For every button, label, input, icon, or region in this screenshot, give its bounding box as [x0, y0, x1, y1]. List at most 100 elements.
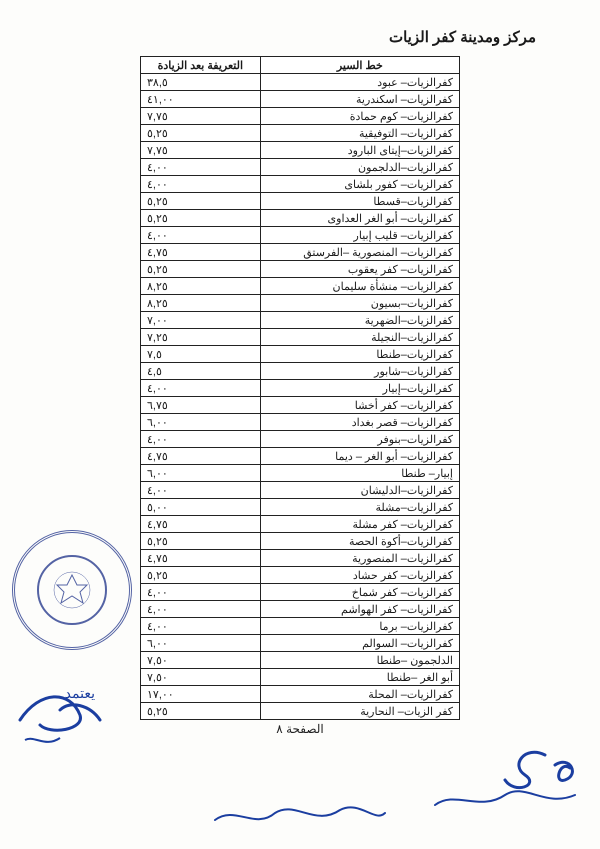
fare-cell: ٤,٠٠ [141, 482, 261, 499]
route-cell: كفرالزيات–إيتاى البارود [260, 142, 459, 159]
route-cell: كفرالزيات– المنصورية [260, 550, 459, 567]
fare-cell: ٦,٠٠ [141, 635, 261, 652]
table-row: كفرالزيات– اسكندرية٤١,٠٠ [141, 91, 460, 108]
fare-cell: ٦,٠٠ [141, 414, 261, 431]
fare-cell: ٧,٠٠ [141, 312, 261, 329]
route-cell: كفرالزيات–بسيون [260, 295, 459, 312]
fare-table: خط السير التعريفة بعد الزيادة كفرالزيات–… [140, 56, 460, 720]
fare-cell: ٦,٧٥ [141, 397, 261, 414]
fare-cell: ٥,٢٥ [141, 261, 261, 278]
table-row: كفرالزيات– عبود٣٨,٥ [141, 74, 460, 91]
col-header-fare: التعريفة بعد الزيادة [141, 57, 261, 74]
table-row: كفرالزيات– كفر أخشا٦,٧٥ [141, 397, 460, 414]
route-cell: كفرالزيات– برما [260, 618, 459, 635]
fare-cell: ٥,٢٥ [141, 210, 261, 227]
route-cell: الدلجمون –طنطا [260, 652, 459, 669]
fare-cell: ٧,٥ [141, 346, 261, 363]
table-row: كفرالزيات–إيتاى البارود٧,٧٥ [141, 142, 460, 159]
route-cell: كفرالزيات– كفر الهواشم [260, 601, 459, 618]
fare-cell: ٧,٥٠ [141, 669, 261, 686]
table-row: كفرالزيات–الضهرية٧,٠٠ [141, 312, 460, 329]
route-cell: كفرالزيات–بنوفر [260, 431, 459, 448]
table-row: كفرالزيات– المحلة١٧,٠٠ [141, 686, 460, 703]
table-row: كفرالزيات– كفر يعقوب٥,٢٥ [141, 261, 460, 278]
fare-cell: ٤,٠٠ [141, 159, 261, 176]
fare-cell: ٥,٠٠ [141, 499, 261, 516]
table-row: كفرالزيات–إبيار٤,٠٠ [141, 380, 460, 397]
fare-cell: ٨,٢٥ [141, 278, 261, 295]
fare-cell: ٤,٠٠ [141, 618, 261, 635]
route-cell: كفرالزيات– كفور بلشاى [260, 176, 459, 193]
col-header-route: خط السير [260, 57, 459, 74]
table-row: إبيار– طنطا٦,٠٠ [141, 465, 460, 482]
route-cell: كفرالزيات– عبود [260, 74, 459, 91]
fare-cell: ٤,٠٠ [141, 227, 261, 244]
route-cell: كفرالزيات–النجيلة [260, 329, 459, 346]
table-row: أبو الغر –طنطا٧,٥٠ [141, 669, 460, 686]
fare-cell: ٧,٥٠ [141, 652, 261, 669]
table-row: كفرالزيات– منشأة سليمان٨,٢٥ [141, 278, 460, 295]
fare-cell: ٤,٠٠ [141, 176, 261, 193]
route-cell: كفرالزيات– منشأة سليمان [260, 278, 459, 295]
table-row: كفرالزيات– كفر شماخ٤,٠٠ [141, 584, 460, 601]
fare-cell: ٥,٢٥ [141, 533, 261, 550]
table-row: كفرالزيات– قليب إبيار٤,٠٠ [141, 227, 460, 244]
route-cell: كفر الزيات– النحارية [260, 703, 459, 720]
table-row: كفرالزيات–قسطا٥,٢٥ [141, 193, 460, 210]
table-row: كفرالزيات– كفور بلشاى٤,٠٠ [141, 176, 460, 193]
table-row: كفرالزيات– كفر مشلة٤,٧٥ [141, 516, 460, 533]
fare-cell: ٤,٠٠ [141, 601, 261, 618]
route-cell: كفرالزيات– المحلة [260, 686, 459, 703]
table-row: كفرالزيات– أبو الغر – ديما٤,٧٥ [141, 448, 460, 465]
fare-cell: ٤,٧٥ [141, 550, 261, 567]
table-row: كفرالزيات– كفر حشاد٥,٢٥ [141, 567, 460, 584]
fare-cell: ٣٨,٥ [141, 74, 261, 91]
route-cell: كفرالزيات– كفر مشلة [260, 516, 459, 533]
table-row: كفر الزيات– النحارية٥,٢٥ [141, 703, 460, 720]
route-cell: كفرالزيات– السوالم [260, 635, 459, 652]
fare-cell: ٨,٢٥ [141, 295, 261, 312]
route-cell: كفرالزيات– كوم حمادة [260, 108, 459, 125]
route-cell: كفرالزيات–إبيار [260, 380, 459, 397]
route-cell: كفرالزيات– كفر يعقوب [260, 261, 459, 278]
route-cell: إبيار– طنطا [260, 465, 459, 482]
signature-right [425, 740, 585, 825]
table-row: كفرالزيات–بسيون٨,٢٥ [141, 295, 460, 312]
table-row: كفرالزيات–طنطا٧,٥ [141, 346, 460, 363]
table-row: كفرالزيات– برما٤,٠٠ [141, 618, 460, 635]
table-row: كفرالزيات–أكوة الحصة٥,٢٥ [141, 533, 460, 550]
table-row: كفرالزيات–الدليشان٤,٠٠ [141, 482, 460, 499]
route-cell: كفرالزيات–الضهرية [260, 312, 459, 329]
fare-cell: ٥,٢٥ [141, 193, 261, 210]
route-cell: كفرالزيات– أبو الغر العداوى [260, 210, 459, 227]
table-row: الدلجمون –طنطا٧,٥٠ [141, 652, 460, 669]
table-row: كفرالزيات–النجيلة٧,٢٥ [141, 329, 460, 346]
page-number: الصفحة ٨ [60, 722, 540, 736]
fare-cell: ٥,٢٥ [141, 567, 261, 584]
fare-cell: ٤,٥ [141, 363, 261, 380]
route-cell: كفرالزيات– كفر شماخ [260, 584, 459, 601]
route-cell: كفرالزيات–أكوة الحصة [260, 533, 459, 550]
page-title: مركز ومدينة كفر الزيات [60, 28, 540, 46]
table-row: كفرالزيات– كفر الهواشم٤,٠٠ [141, 601, 460, 618]
table-row: كفرالزيات– المنصورية –الفرستق٤,٧٥ [141, 244, 460, 261]
route-cell: كفرالزيات– المنصورية –الفرستق [260, 244, 459, 261]
table-row: كفرالزيات–بنوفر٤,٠٠ [141, 431, 460, 448]
official-stamp [12, 530, 132, 650]
route-cell: كفرالزيات–مشلة [260, 499, 459, 516]
table-row: كفرالزيات–شابور٤,٥ [141, 363, 460, 380]
fare-cell: ٤,٠٠ [141, 380, 261, 397]
table-row: كفرالزيات– أبو الغر العداوى٥,٢٥ [141, 210, 460, 227]
table-row: كفرالزيات–مشلة٥,٠٠ [141, 499, 460, 516]
route-cell: كفرالزيات– أبو الغر – ديما [260, 448, 459, 465]
fare-cell: ٤١,٠٠ [141, 91, 261, 108]
stamp-emblem [37, 555, 107, 625]
fare-cell: ٧,٧٥ [141, 108, 261, 125]
route-cell: كفرالزيات–قسطا [260, 193, 459, 210]
fare-cell: ٤,٠٠ [141, 584, 261, 601]
fare-cell: ٥,٢٥ [141, 703, 261, 720]
table-row: كفرالزيات– السوالم٦,٠٠ [141, 635, 460, 652]
table-row: كفرالزيات– المنصورية٤,٧٥ [141, 550, 460, 567]
fare-cell: ٤,٧٥ [141, 516, 261, 533]
signature-bottom [210, 795, 390, 840]
